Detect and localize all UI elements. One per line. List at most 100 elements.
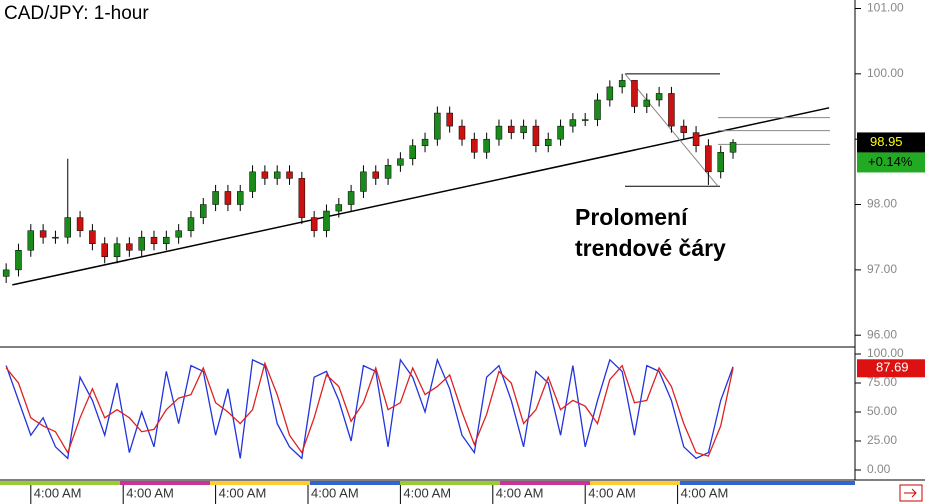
x-tick-label: 4:00 AM bbox=[403, 485, 451, 500]
candle-body bbox=[409, 145, 416, 160]
candle-body bbox=[298, 178, 306, 218]
stripe bbox=[400, 481, 500, 485]
x-tick-label: 4:00 AM bbox=[681, 485, 729, 500]
candle-body bbox=[335, 204, 343, 212]
time-stripe bbox=[0, 481, 855, 485]
stripe bbox=[590, 481, 680, 485]
candle-body bbox=[27, 230, 35, 251]
candle-body bbox=[495, 125, 503, 140]
candle-body bbox=[668, 93, 675, 127]
candle-body bbox=[175, 230, 182, 238]
y-tick-label: 0.00 bbox=[867, 462, 891, 476]
candle-body bbox=[323, 210, 330, 231]
candle-body bbox=[187, 217, 195, 231]
candle-body bbox=[471, 138, 478, 153]
chart-title: CAD/JPY: 1-hour bbox=[4, 3, 149, 24]
candle-body bbox=[261, 171, 269, 179]
candle-body bbox=[717, 151, 724, 173]
candle-body bbox=[39, 230, 47, 238]
stripe bbox=[680, 481, 855, 485]
candle-body bbox=[618, 80, 626, 88]
candle-body bbox=[347, 191, 355, 205]
y-tick-label: 100.00 bbox=[867, 346, 904, 360]
candle-body bbox=[2, 269, 10, 277]
y-tick-label: 100.00 bbox=[867, 66, 904, 80]
last-price: 98.95 bbox=[870, 134, 903, 149]
candle-body bbox=[397, 158, 404, 166]
candle-body bbox=[729, 142, 737, 153]
candle-body bbox=[163, 236, 170, 244]
candle-body bbox=[631, 80, 638, 107]
candle-body bbox=[360, 171, 367, 192]
change: +0.14% bbox=[868, 154, 913, 169]
x-tick-label: 4:00 AM bbox=[588, 485, 636, 500]
candle-body bbox=[89, 230, 96, 244]
candle-body bbox=[692, 132, 700, 146]
candle-body bbox=[594, 99, 601, 120]
candle-body bbox=[52, 236, 59, 239]
x-tick-label: 4:00 AM bbox=[311, 485, 359, 500]
candle-body bbox=[286, 171, 293, 179]
y-tick-label: 75.00 bbox=[867, 375, 897, 389]
candle-body bbox=[421, 138, 429, 146]
candle-body bbox=[224, 191, 232, 205]
candle-body bbox=[212, 191, 219, 205]
stoch-last: 87.69 bbox=[876, 360, 909, 375]
candle-body bbox=[532, 125, 540, 146]
candle-body bbox=[236, 191, 244, 205]
stripe bbox=[120, 481, 210, 485]
x-tick-label: 4:00 AM bbox=[126, 485, 174, 500]
candle-body bbox=[113, 243, 121, 258]
stripe bbox=[310, 481, 400, 485]
candle-body bbox=[606, 86, 614, 101]
candle-body bbox=[138, 236, 145, 251]
candle-body bbox=[200, 204, 207, 218]
stripe bbox=[0, 481, 120, 485]
y-tick-label: 97.00 bbox=[867, 262, 897, 276]
stochastic-line bbox=[5, 357, 734, 460]
candle-body bbox=[384, 165, 392, 179]
annotation: trendové čáry bbox=[575, 235, 726, 261]
candle-body bbox=[458, 125, 466, 140]
candle-body bbox=[249, 171, 256, 192]
candle-body bbox=[483, 138, 490, 153]
candle-body bbox=[544, 138, 552, 146]
annotation: Prolomení bbox=[575, 204, 689, 230]
candle-body bbox=[569, 119, 577, 127]
candle-body bbox=[150, 236, 158, 244]
y-tick-label: 96.00 bbox=[867, 327, 897, 341]
candle-body bbox=[15, 250, 22, 271]
candle-body bbox=[310, 217, 318, 231]
candle-body bbox=[76, 217, 84, 231]
candle-body bbox=[655, 93, 663, 101]
candle-body bbox=[101, 243, 108, 258]
x-tick-label: 4:00 AM bbox=[219, 485, 267, 500]
scroll-icon bbox=[904, 488, 917, 498]
candle-body bbox=[126, 243, 133, 251]
y-tick-label: 98.00 bbox=[867, 197, 897, 211]
candle-body bbox=[508, 125, 515, 133]
candle-body bbox=[434, 112, 441, 140]
candle-body bbox=[705, 145, 712, 173]
y-tick-label: 50.00 bbox=[867, 404, 897, 418]
candle-body bbox=[581, 119, 589, 121]
last-price-box bbox=[857, 132, 925, 153]
candle-body bbox=[446, 112, 453, 127]
candle-body bbox=[273, 171, 281, 179]
stripe bbox=[210, 481, 310, 485]
candle-body bbox=[520, 125, 527, 133]
candle-body bbox=[64, 217, 72, 238]
x-tick-label: 4:00 AM bbox=[496, 485, 544, 500]
change-box bbox=[857, 152, 925, 173]
candle-body bbox=[372, 171, 380, 179]
candle-body bbox=[557, 125, 564, 140]
candle-body bbox=[680, 125, 688, 133]
stoch-last-box bbox=[857, 359, 925, 378]
y-tick-label: 25.00 bbox=[867, 433, 897, 447]
stochastic-line bbox=[5, 361, 734, 457]
stripe bbox=[500, 481, 590, 485]
y-tick-label: 101.00 bbox=[867, 1, 904, 15]
scroll-button[interactable] bbox=[899, 484, 923, 502]
